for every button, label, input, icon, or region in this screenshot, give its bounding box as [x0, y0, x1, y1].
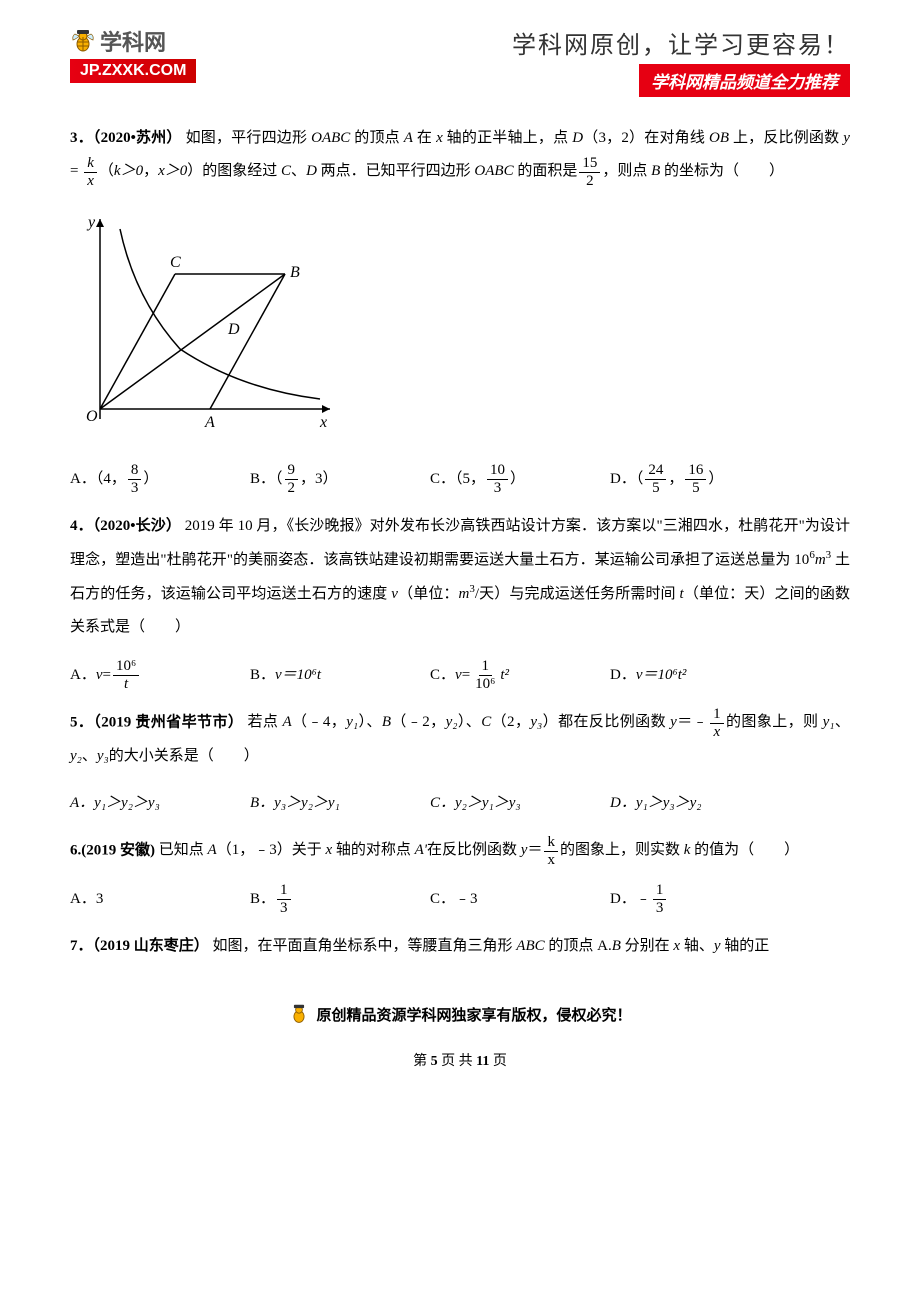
question-3: 3．（2020•苏州） 如图，平行四边形 OABC 的顶点 A 在 x 轴的正半…	[70, 122, 850, 189]
q3-option-a: A．（4，83）	[70, 462, 230, 496]
q3-option-c: C．（5，103）	[430, 462, 590, 496]
q5-option-b: B．y₃＞y₂＞y₁	[250, 787, 410, 820]
q3-label: 3．（2020•苏州）	[70, 130, 182, 146]
question-7: 7．（2019 山东枣庄） 如图，在平面直角坐标系中，等腰直角三角形 ABC 的…	[70, 930, 850, 963]
svg-text:O: O	[86, 408, 98, 425]
q3-option-d: D．（245，165）	[610, 462, 770, 496]
header-left: 学科网 JP.ZXXK.COM	[70, 25, 196, 83]
question-4: 4．（2020•长沙） 2019 年 10 月，《长沙晚报》对外发布长沙高铁西站…	[70, 510, 850, 644]
page-header: 学科网 JP.ZXXK.COM 学科网原创，让学习更容易！ 学科网精品频道全力推…	[70, 25, 850, 97]
page-footer: 原创精品资源学科网独家享有版权，侵权必究！ 第 5 页 共 11 页	[70, 1003, 850, 1070]
q5-options: A．y₁＞y₂＞y₃ B．y₃＞y₂＞y₁ C．y₂＞y₁＞y₃ D．y₁＞y₃…	[70, 787, 850, 820]
q6-option-a: A．3	[70, 882, 230, 916]
q6-label: 6.(2019 安徽)	[70, 842, 155, 858]
svg-text:A: A	[204, 414, 215, 429]
header-script-text: 学科网原创，让学习更容易！	[512, 25, 850, 60]
footer-copyright: 原创精品资源学科网独家享有版权，侵权必究！	[288, 1003, 631, 1025]
bee-icon	[70, 28, 96, 54]
q3-text: 如图，平行四边形 OABC 的顶点 A 在 x 轴的正半轴上，点 D（3，2）在…	[70, 130, 850, 179]
logo-url-bar: JP.ZXXK.COM	[70, 59, 196, 83]
site-logo: 学科网	[70, 25, 166, 57]
q4-option-d: D．v＝10⁶t²	[610, 658, 770, 692]
q5-option-a: A．y₁＞y₂＞y₃	[70, 787, 230, 820]
q7-text: 如图，在平面直角坐标系中，等腰直角三角形 ABC 的顶点 A.B 分别在 x 轴…	[213, 938, 770, 954]
svg-text:y: y	[86, 214, 96, 231]
content-body: 3．（2020•苏州） 如图，平行四边形 OABC 的顶点 A 在 x 轴的正半…	[70, 122, 850, 963]
svg-text:x: x	[319, 414, 327, 429]
q6-option-b: B．13	[250, 882, 410, 916]
svg-text:D: D	[227, 321, 240, 338]
q4-label: 4．（2020•长沙）	[70, 518, 181, 534]
q4-options: A．v = 10⁶t B．v＝10⁶t C．v = 110⁶t² D．v＝10⁶…	[70, 658, 850, 692]
question-6: 6.(2019 安徽) 已知点 A（1，﹣3）关于 x 轴的对称点 A'在反比例…	[70, 834, 850, 868]
q5-option-c: C．y₂＞y₁＞y₃	[430, 787, 590, 820]
q5-label: 5．（2019 贵州省毕节市）	[70, 714, 243, 730]
question-5: 5．（2019 贵州省毕节市） 若点 A（﹣4，y₁）、B（﹣2，y₂）、C（2…	[70, 706, 850, 773]
header-right: 学科网原创，让学习更容易！ 学科网精品频道全力推荐	[512, 25, 850, 97]
svg-text:C: C	[170, 254, 181, 271]
q4-text: 2019 年 10 月，《长沙晚报》对外发布长沙高铁西站设计方案．该方案以"三湘…	[70, 518, 850, 635]
q3-option-b: B．（92，3）	[250, 462, 410, 496]
footer-bee-icon	[288, 1003, 310, 1025]
q4-option-a: A．v = 10⁶t	[70, 658, 230, 692]
q6-options: A．3 B．13 C．﹣3 D．﹣13	[70, 882, 850, 916]
svg-text:B: B	[290, 264, 300, 281]
q4-option-b: B．v＝10⁶t	[250, 658, 410, 692]
q3-diagram: O x y C B D A	[80, 209, 850, 442]
q3-options: A．（4，83） B．（92，3） C．（5，103） D．（245，165）	[70, 462, 850, 496]
q7-label: 7．（2019 山东枣庄）	[70, 938, 209, 954]
q6-option-d: D．﹣13	[610, 882, 770, 916]
header-banner: 学科网精品频道全力推荐	[639, 64, 850, 97]
logo-text: 学科网	[100, 25, 166, 57]
page-number: 第 5 页 共 11 页	[70, 1050, 850, 1070]
q4-option-c: C．v = 110⁶t²	[430, 658, 590, 692]
q6-option-c: C．﹣3	[430, 882, 590, 916]
q5-option-d: D．y₁＞y₃＞y₂	[610, 787, 770, 820]
q6-text: 已知点 A（1，﹣3）关于 x 轴的对称点 A'在反比例函数 y＝kx的图象上，…	[159, 842, 799, 858]
